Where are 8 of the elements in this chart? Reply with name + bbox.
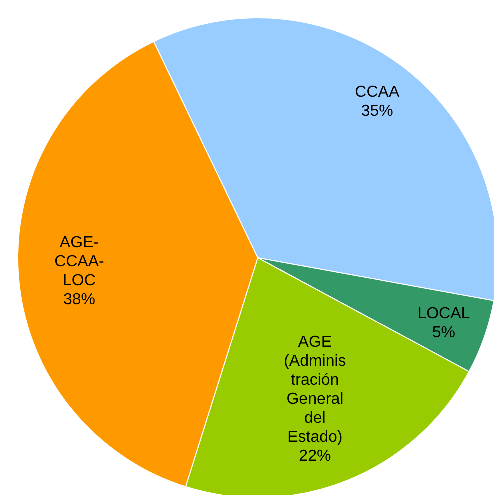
data-label: 22% xyxy=(299,448,332,465)
data-label: 5% xyxy=(432,324,456,342)
slice-label: AGE (Administración General del Estado) xyxy=(284,334,346,446)
data-label: 38% xyxy=(63,291,96,308)
slice-label: CCAA xyxy=(355,84,400,101)
slice-label: AGE-CCAA-LOC xyxy=(54,234,104,290)
data-label: 35% xyxy=(361,102,394,120)
slice-label: LOCAL xyxy=(418,306,470,323)
